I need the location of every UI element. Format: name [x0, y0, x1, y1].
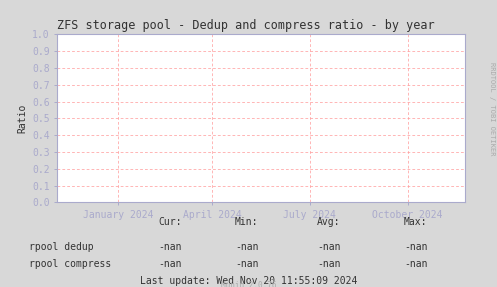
Text: rpool dedup: rpool dedup	[29, 242, 93, 252]
Text: -nan: -nan	[317, 242, 340, 252]
Text: -nan: -nan	[235, 242, 258, 252]
Text: RRDTOOL / TOBI OETIKER: RRDTOOL / TOBI OETIKER	[489, 62, 495, 156]
Text: Cur:: Cur:	[158, 217, 181, 227]
Text: Max:: Max:	[404, 217, 427, 227]
Text: -nan: -nan	[317, 259, 340, 269]
Text: Last update: Wed Nov 20 11:55:09 2024: Last update: Wed Nov 20 11:55:09 2024	[140, 276, 357, 286]
Text: Min:: Min:	[235, 217, 258, 227]
Text: -nan: -nan	[158, 259, 181, 269]
Text: -nan: -nan	[235, 259, 258, 269]
Text: ZFS storage pool - Dedup and compress ratio - by year: ZFS storage pool - Dedup and compress ra…	[57, 19, 435, 32]
Text: -nan: -nan	[158, 242, 181, 252]
Text: Avg:: Avg:	[317, 217, 340, 227]
Text: -nan: -nan	[404, 259, 427, 269]
Text: -nan: -nan	[404, 242, 427, 252]
Text: Munin 2.0.76: Munin 2.0.76	[221, 281, 276, 287]
Text: rpool compress: rpool compress	[29, 259, 111, 269]
Y-axis label: Ratio: Ratio	[18, 104, 28, 133]
